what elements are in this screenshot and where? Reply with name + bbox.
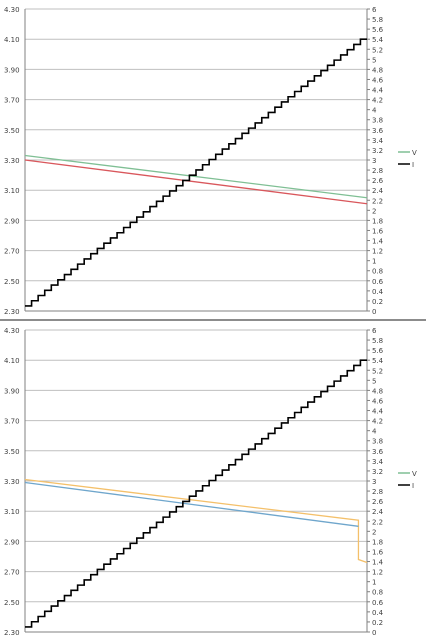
y-right-tick-label: 3.8 <box>372 117 383 125</box>
y-right-tick-label: 2.2 <box>372 518 383 526</box>
y-right-tick-label: 0.6 <box>372 278 384 286</box>
y-left-tick-label: 3.30 <box>4 157 20 165</box>
y-right-tick-label: 1.4 <box>372 238 384 246</box>
y-right-tick-label: 0.8 <box>372 268 383 276</box>
y-right-tick-label: 2.4 <box>372 508 384 516</box>
y-left-tick-label: 2.90 <box>4 217 20 225</box>
y-right-tick-label: 4.8 <box>372 66 383 74</box>
y-left-tick-label: 2.30 <box>4 629 20 637</box>
y-left-tick-label: 4.10 <box>4 357 20 365</box>
y-right-tick-label: 0 <box>372 308 376 316</box>
panel-divider <box>0 319 426 321</box>
legend-label-v: V <box>412 470 417 478</box>
y-right-tick-label: 0.2 <box>372 619 383 627</box>
series-line-2 <box>24 481 359 527</box>
y-right-tick-label: 2 <box>372 528 376 536</box>
y-right-tick-label: 2.4 <box>372 187 384 195</box>
y-right-tick-label: 1.6 <box>372 548 384 556</box>
y-right-tick-label: 0.6 <box>372 599 384 607</box>
y-right-tick-label: 0.4 <box>372 609 384 617</box>
y-left-tick-label: 3.50 <box>4 448 20 456</box>
y-left-tick-label: 4.30 <box>4 6 20 14</box>
y-right-tick-label: 0.2 <box>372 298 383 306</box>
y-right-tick-label: 2.8 <box>372 167 383 175</box>
y-left-tick-label: 3.30 <box>4 478 20 486</box>
legend-label-i: I <box>412 482 414 490</box>
y-right-tick-label: 5.4 <box>372 36 384 44</box>
y-right-tick-label: 5 <box>372 377 376 385</box>
y-right-tick-label: 0.8 <box>372 589 383 597</box>
y-left-tick-label: 4.10 <box>4 36 20 44</box>
y-right-tick-label: 3.6 <box>372 127 384 135</box>
y-right-tick-label: 3 <box>372 478 376 486</box>
y-left-tick-label: 2.90 <box>4 538 20 546</box>
y-right-tick-label: 2.6 <box>372 498 384 506</box>
y-right-tick-label: 5.8 <box>372 16 383 24</box>
y-left-tick-label: 4.30 <box>4 327 20 335</box>
chart-top: 4.30 4.10 3.90 3.70 3.50 3.30 3.10 2.90 2.70 2.50… <box>4 6 417 316</box>
y-right-tick-label: 4 <box>372 428 377 436</box>
y-left-tick-label: 3.70 <box>4 418 20 426</box>
y-right-tick-label: 1.2 <box>372 569 383 577</box>
y-left-tick-label: 2.50 <box>4 599 20 607</box>
y-right-tick-label: 1.8 <box>372 217 383 225</box>
y-left-tick-label: 2.70 <box>4 569 20 577</box>
series-line-3 <box>25 359 367 628</box>
y-right-tick-label: 5.8 <box>372 337 383 345</box>
y-right-tick-label: 5 <box>372 56 376 64</box>
y-right-tick-label: 0 <box>372 629 376 637</box>
y-right-tick-label: 1.6 <box>372 227 384 235</box>
series-line-3 <box>25 38 367 307</box>
y-right-tick-label: 5.6 <box>372 26 384 34</box>
legend-label-i: I <box>412 161 414 169</box>
chart-bottom: 4.30 4.10 3.90 3.70 3.50 3.30 3.10 2.90 2.70 2.50… <box>4 327 417 637</box>
y-right-tick-label: 3.8 <box>372 438 383 446</box>
y-right-tick-label: 4.4 <box>372 408 384 416</box>
y-left-tick-label: 2.30 <box>4 308 20 316</box>
y-right-tick-label: 2.2 <box>372 197 383 205</box>
series-line-2 <box>24 159 368 205</box>
y-right-tick-label: 3.4 <box>372 458 384 466</box>
y-right-tick-label: 2 <box>372 207 376 215</box>
y-right-tick-label: 6 <box>372 327 377 335</box>
y-right-tick-label: 4.2 <box>372 97 383 105</box>
y-left-tick-label: 2.50 <box>4 278 20 286</box>
y-right-tick-label: 4.6 <box>372 397 384 405</box>
y-right-tick-label: 2.6 <box>372 177 384 185</box>
y-right-tick-label: 1.8 <box>372 538 383 546</box>
y-right-tick-label: 0.4 <box>372 288 384 296</box>
y-right-tick-label: 3 <box>372 157 376 165</box>
y-right-tick-label: 1 <box>372 579 376 587</box>
y-right-tick-label: 5.6 <box>372 347 384 355</box>
y-right-tick-label: 3.6 <box>372 448 384 456</box>
y-right-tick-label: 1.4 <box>372 559 384 567</box>
y-right-tick-label: 4.6 <box>372 76 384 84</box>
y-left-tick-label: 3.90 <box>4 66 20 74</box>
y-right-tick-label: 3.2 <box>372 468 383 476</box>
y-right-tick-label: 5.2 <box>372 46 383 54</box>
y-left-tick-label: 3.10 <box>4 508 20 516</box>
y-right-tick-label: 5.4 <box>372 357 384 365</box>
y-right-tick-label: 4.4 <box>372 87 384 95</box>
y-right-tick-label: 2.8 <box>372 488 383 496</box>
y-right-tick-label: 5.2 <box>372 367 383 375</box>
y-left-tick-label: 3.90 <box>4 387 20 395</box>
y-left-tick-label: 3.50 <box>4 127 20 135</box>
series-line-1 <box>24 478 368 564</box>
legend-label-v: V <box>412 149 417 157</box>
y-right-tick-label: 6 <box>372 6 377 14</box>
y-right-tick-label: 3.2 <box>372 147 383 155</box>
y-left-tick-label: 3.70 <box>4 97 20 105</box>
y-right-tick-label: 1 <box>372 258 376 266</box>
y-left-tick-label: 2.70 <box>4 248 20 256</box>
y-right-tick-label: 4.2 <box>372 418 383 426</box>
y-right-tick-label: 1.2 <box>372 248 383 256</box>
series-line-1 <box>24 154 368 199</box>
y-right-tick-label: 4.8 <box>372 387 383 395</box>
y-left-tick-label: 3.10 <box>4 187 20 195</box>
y-right-tick-label: 3.4 <box>372 137 384 145</box>
y-right-tick-label: 4 <box>372 107 377 115</box>
